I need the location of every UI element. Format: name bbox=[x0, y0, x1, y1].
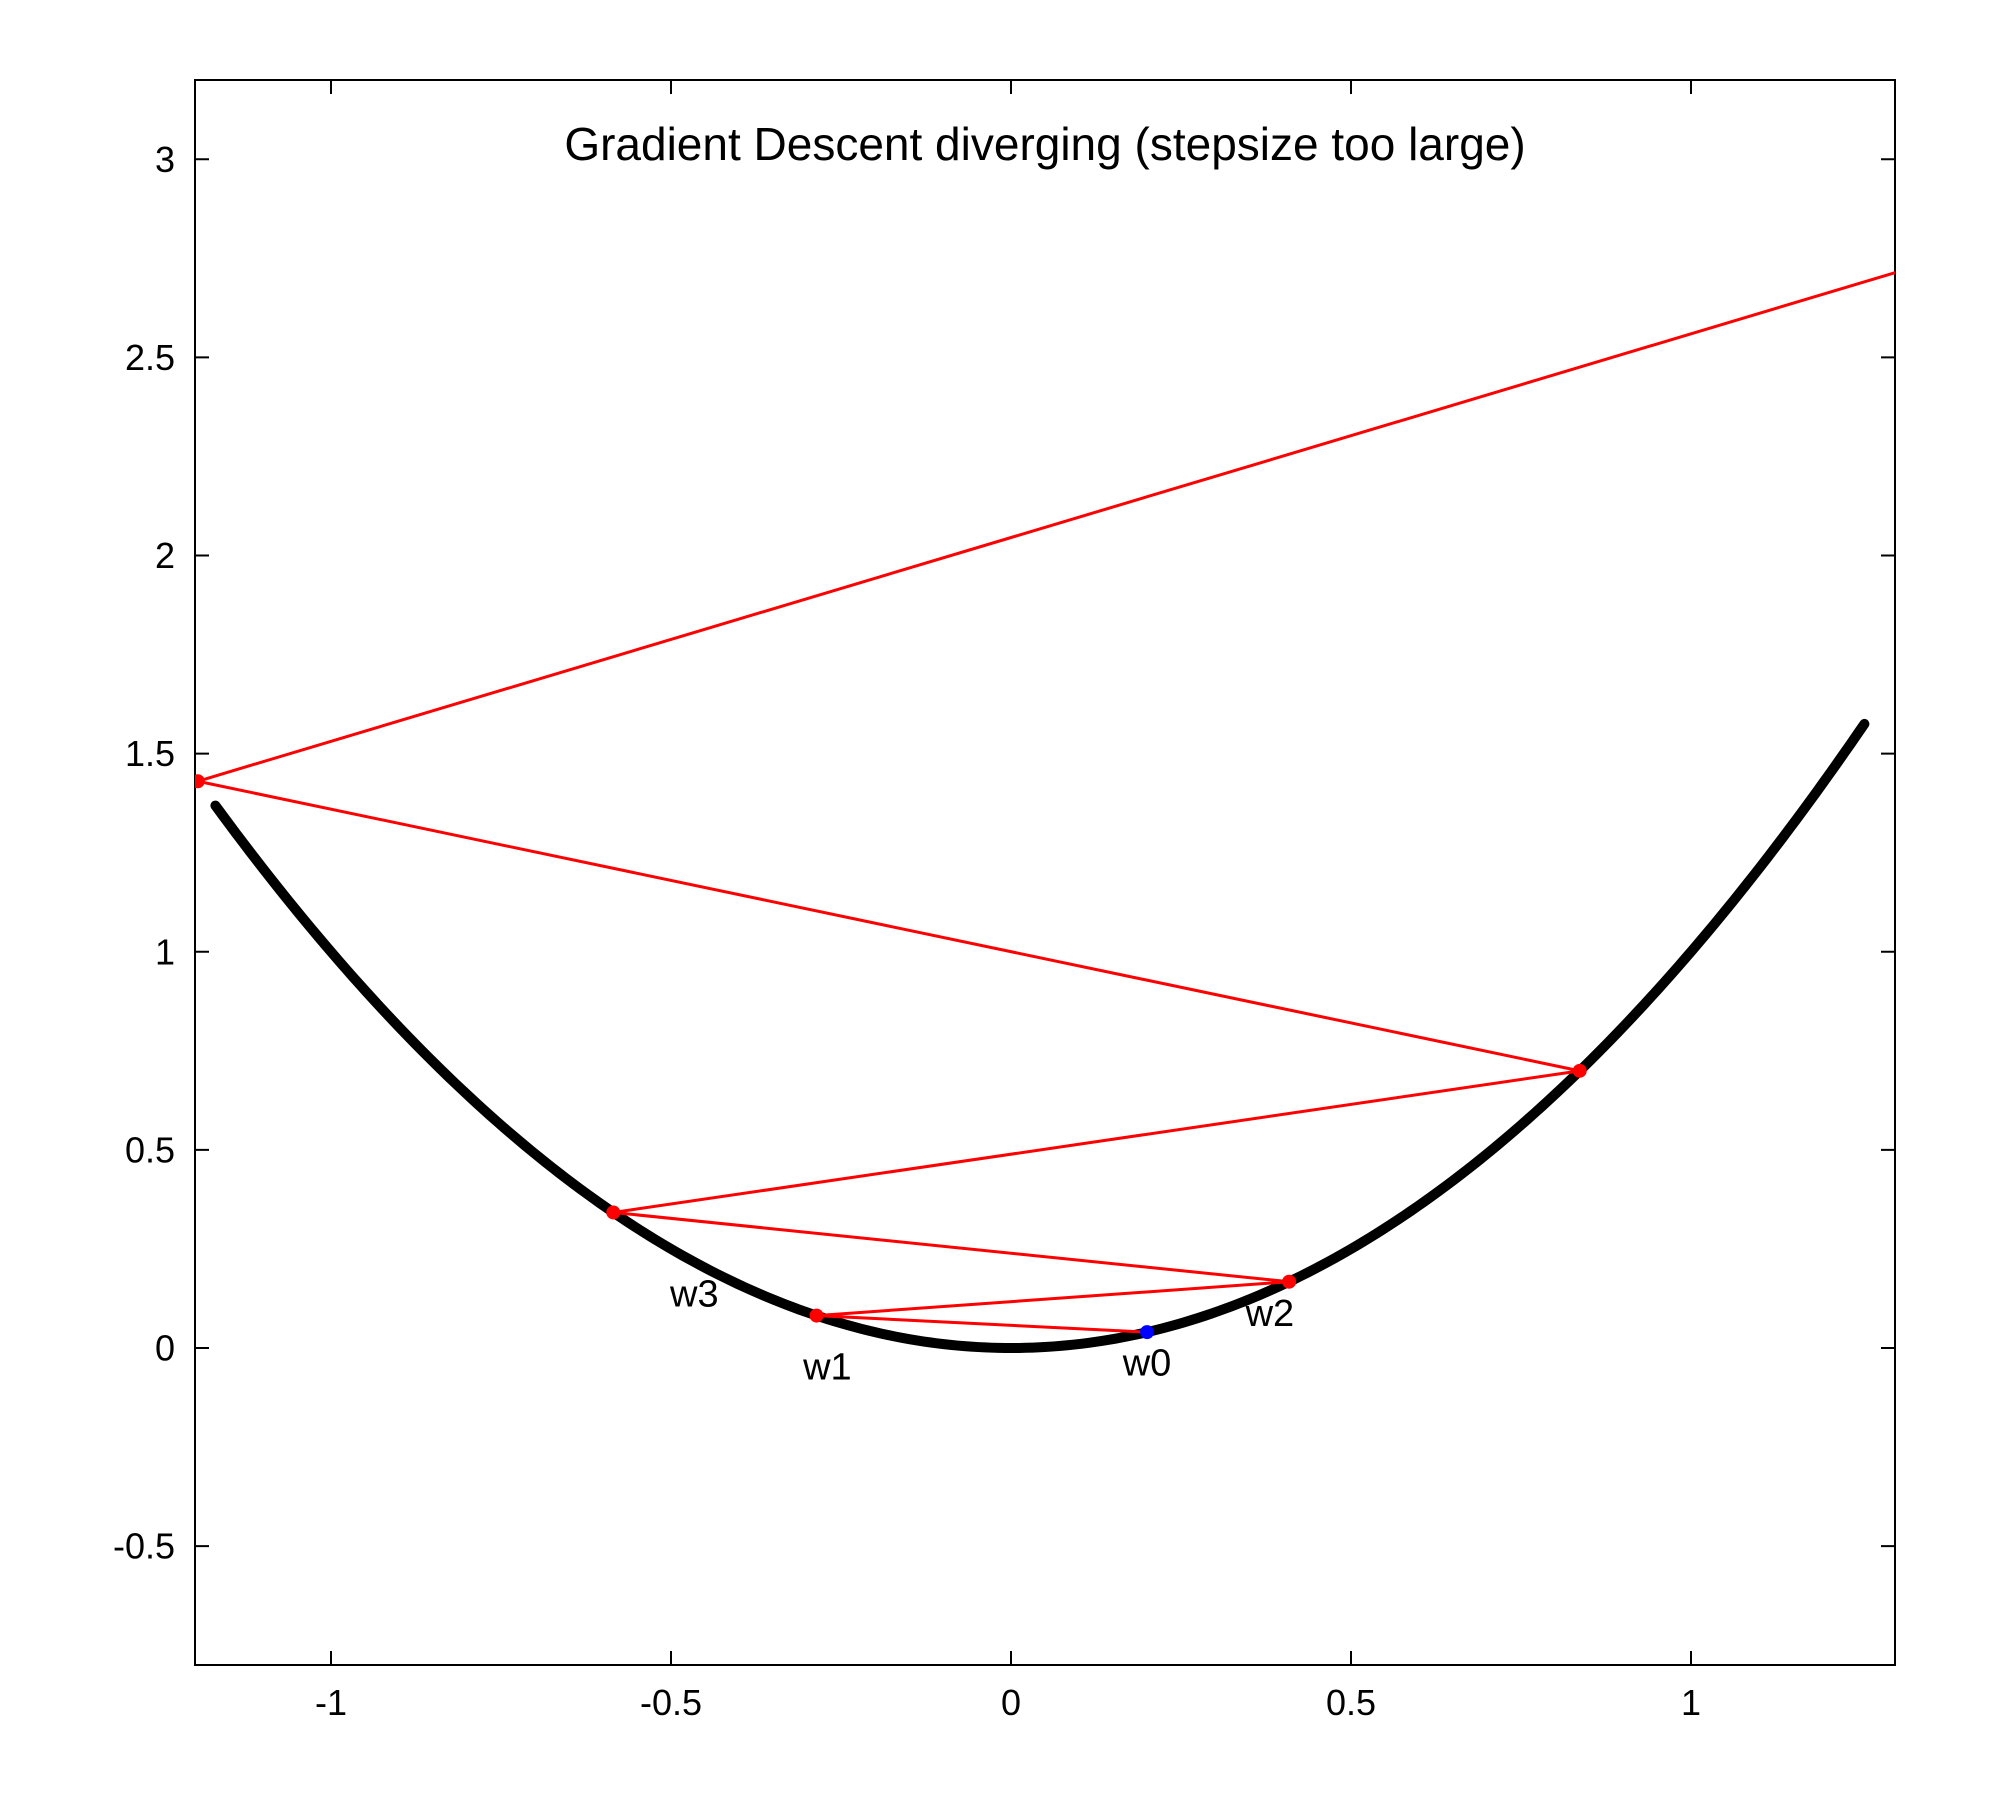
x-tick-label: 0.5 bbox=[1326, 1682, 1376, 1723]
y-tick-label: 2.5 bbox=[125, 337, 175, 378]
iterate-marker bbox=[810, 1309, 824, 1323]
gradient-descent-chart: -1 -0.5 0 0.5 1 -0.5 0 0.5 1 1.5 2 2.5 3 Gradient Des… bbox=[0, 0, 2000, 1802]
y-tick-label: 1.5 bbox=[125, 733, 175, 774]
y-tick-label: 1 bbox=[155, 931, 175, 972]
y-tick-label: -0.5 bbox=[113, 1526, 175, 1567]
x-tick-label: -1 bbox=[315, 1682, 347, 1723]
chart-title: Gradient Descent diverging (stepsize too… bbox=[564, 118, 1525, 170]
chart-background bbox=[0, 0, 2000, 1802]
iterate-marker bbox=[1282, 1275, 1296, 1289]
point-label: w2 bbox=[1245, 1293, 1295, 1335]
point-label: w3 bbox=[669, 1273, 719, 1315]
iterate-marker bbox=[1140, 1325, 1154, 1339]
iterate-marker bbox=[606, 1205, 620, 1219]
iterate-marker bbox=[1573, 1064, 1587, 1078]
y-tick-label: 0 bbox=[155, 1328, 175, 1369]
point-label: w1 bbox=[802, 1347, 852, 1389]
x-tick-label: 1 bbox=[1681, 1682, 1701, 1723]
y-tick-label: 2 bbox=[155, 535, 175, 576]
x-tick-label: -0.5 bbox=[640, 1682, 702, 1723]
point-label: w0 bbox=[1122, 1343, 1172, 1385]
x-tick-label: 0 bbox=[1001, 1682, 1021, 1723]
y-tick-label: 3 bbox=[155, 139, 175, 180]
y-tick-label: 0.5 bbox=[125, 1129, 175, 1170]
